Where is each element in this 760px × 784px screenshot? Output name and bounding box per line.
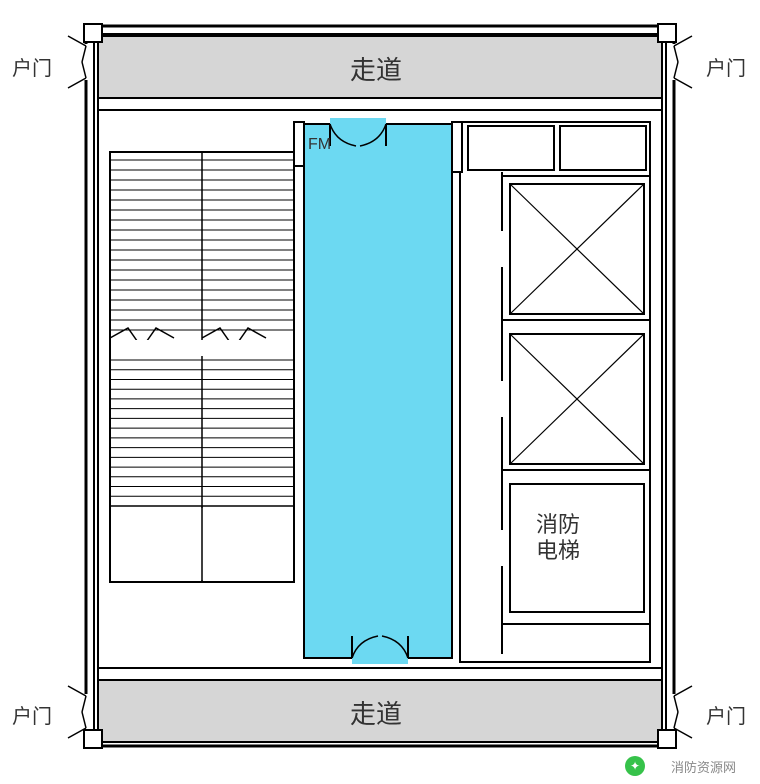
floorplan-canvas — [0, 0, 760, 784]
corridor-label-bottom: 走道 — [350, 694, 402, 731]
door-label-bl: 户门 — [12, 700, 52, 729]
door-label-tl: 户门 — [12, 52, 52, 81]
watermark-text: 消防资源网 — [671, 757, 736, 776]
door-label-br: 户门 — [706, 700, 746, 729]
fire-elevator-label: 消防 电梯 — [536, 512, 580, 565]
wechat-icon: ✦ — [625, 756, 645, 776]
door-label-tr: 户门 — [706, 52, 746, 81]
fm-label: FM — [308, 136, 331, 154]
corridor-label-top: 走道 — [350, 50, 402, 87]
